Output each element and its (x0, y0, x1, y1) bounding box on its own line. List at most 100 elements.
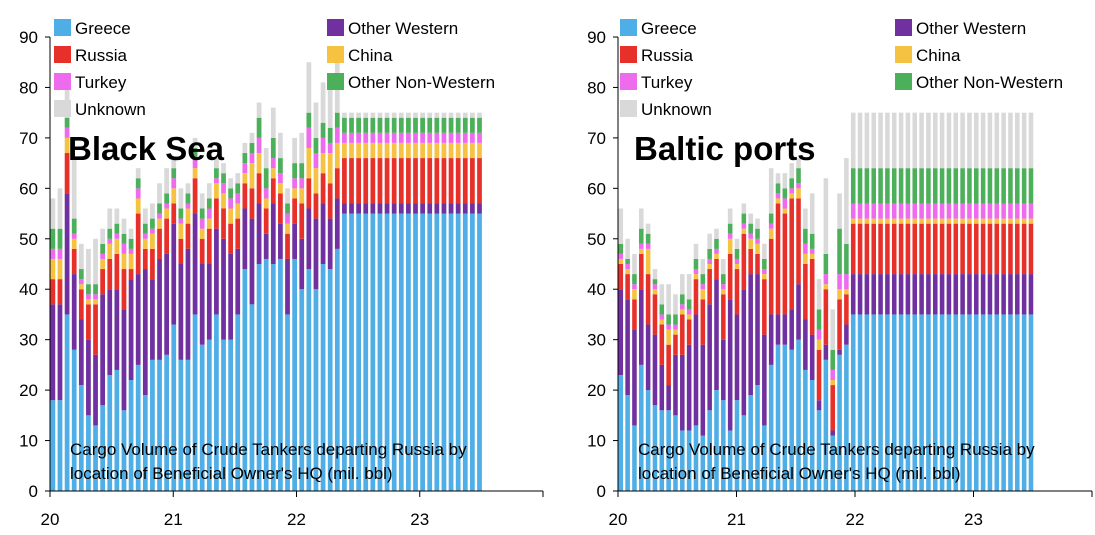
bar-segment-russia (994, 223, 1000, 275)
bar-segment-russia (441, 158, 447, 204)
bar-segment-unknown (107, 208, 113, 229)
bar-segment-unknown (803, 208, 808, 229)
bar-segment-russia (384, 158, 390, 204)
bar-segment-greece (448, 213, 454, 492)
x-tick-label: 21 (727, 510, 746, 529)
bar-segment-greece (946, 314, 952, 491)
bar-segment-other-non-western (721, 274, 726, 285)
bar-segment-russia (1015, 223, 1020, 275)
bar-segment-china (185, 208, 191, 224)
bar-segment-turkey (850, 203, 856, 219)
bar-segment-unknown (659, 284, 665, 305)
bar-segment-turkey (477, 132, 482, 143)
bar-segment-greece (652, 405, 658, 491)
bar-segment-china (652, 289, 658, 295)
bar-segment-china (327, 153, 333, 184)
bar-segment-unknown (150, 203, 155, 219)
bar-segment-other-western (199, 264, 205, 345)
bar-segment-unknown (755, 218, 760, 229)
bar-segment-other-western (721, 339, 726, 401)
bar-segment-greece (363, 213, 369, 492)
bar-segment-greece (1028, 314, 1034, 491)
bar-segment-turkey (727, 233, 733, 239)
bar-segment-china (796, 188, 801, 199)
bar-segment-russia (299, 203, 305, 239)
bar-segment-china (142, 238, 148, 249)
bar-segment-other-western (171, 223, 177, 325)
bar-segment-russia (775, 203, 781, 315)
bar-segment-china (342, 142, 347, 159)
bar-segment-unknown (356, 112, 361, 118)
bar-segment-china (905, 218, 911, 224)
bar-segment-other-non-western (278, 158, 283, 174)
bar-segment-other-non-western (356, 117, 361, 133)
bar-segment-other-western (639, 289, 644, 365)
bar-segment-china (891, 218, 897, 224)
bar-segment-turkey (192, 158, 198, 169)
bar-segment-china (816, 339, 822, 350)
bar-segment-unknown (960, 112, 965, 169)
bar-segment-china (871, 218, 877, 224)
bar-segment-turkey (199, 218, 205, 229)
bar-segment-other-western (809, 334, 815, 381)
chart-panel-1: 0 10 20 30 40 50 60 70 80 90 20 21 22 23 Greece Russia T… (19, 19, 544, 529)
bar-segment-other-non-western (912, 168, 918, 204)
bar-segment-china (477, 142, 482, 159)
bar-segment-turkey (214, 178, 219, 184)
bar-segment-china (398, 142, 404, 159)
bar-segment-china (128, 253, 134, 270)
bar-segment-greece (349, 213, 354, 492)
bar-segment-other-non-western (796, 168, 801, 184)
bar-segment-other-non-western (114, 223, 120, 234)
bar-segment-china (235, 203, 241, 219)
bar-segment-unknown (639, 208, 644, 229)
bar-segment-other-western (107, 289, 113, 375)
legend-label: China (348, 46, 393, 65)
bar-segment-greece (796, 339, 801, 491)
bar-segment-unknown (285, 188, 290, 204)
bar-segment-russia (406, 158, 411, 204)
bar-segment-unknown (249, 132, 255, 143)
bar-segment-other-non-western (406, 117, 411, 133)
bar-segment-china (673, 329, 678, 335)
bar-segment-greece (171, 324, 177, 491)
bar-segment-other-non-western (755, 228, 760, 239)
legend-swatch (895, 46, 912, 63)
bar-segment-unknown (809, 193, 815, 234)
bar-segment-unknown (320, 82, 326, 123)
bar-segment-other-western (477, 203, 482, 214)
bar-segment-china (192, 168, 198, 179)
bar-segment-turkey (57, 248, 63, 259)
bar-segment-turkey (313, 153, 319, 169)
bar-segment-other-non-western (363, 117, 369, 133)
bar-segment-china (171, 188, 177, 204)
bar-segment-russia (782, 213, 788, 315)
bar-segment-china (755, 243, 760, 254)
bar-segment-other-western (905, 274, 911, 315)
bar-segment-turkey (128, 248, 134, 254)
bar-segment-other-non-western (327, 127, 333, 143)
bar-segment-unknown (789, 163, 794, 179)
bar-segment-unknown (434, 112, 440, 118)
bar-segment-greece (164, 354, 170, 491)
bar-segment-russia (816, 349, 822, 401)
bar-segment-unknown (64, 77, 70, 118)
bar-segment-turkey (406, 132, 411, 143)
bar-segment-unknown (632, 253, 637, 275)
bar-segment-turkey (967, 203, 972, 219)
bar-segment-turkey (384, 132, 390, 143)
bar-segment-russia (135, 213, 141, 275)
bar-segment-other-non-western (121, 233, 127, 244)
y-tick-label: 70 (587, 129, 606, 148)
x-tick-label: 23 (410, 510, 429, 529)
bar-segment-turkey (427, 132, 433, 143)
bar-segment-unknown (206, 183, 212, 199)
bar-segment-russia (462, 158, 468, 204)
bar-segment-other-non-western (221, 173, 226, 184)
bar-segment-greece (370, 213, 376, 492)
bar-segment-other-western (967, 274, 972, 315)
bar-segment-other-western (128, 279, 134, 381)
bar-segment-other-western (782, 314, 788, 345)
bar-segment-russia (659, 324, 665, 365)
bar-segment-other-non-western (775, 183, 781, 194)
